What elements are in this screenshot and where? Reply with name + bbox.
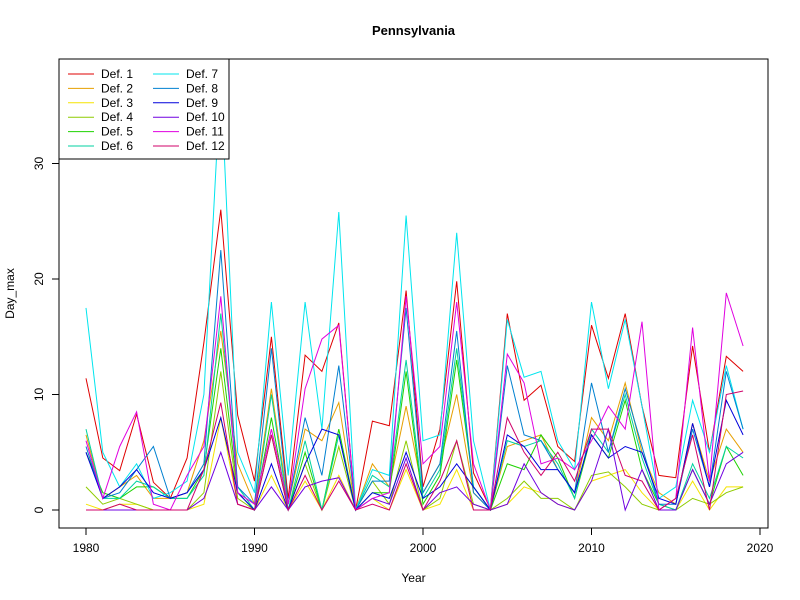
x-tick-label: 2010	[578, 541, 605, 555]
x-tick-label: 2000	[410, 541, 437, 555]
legend-label: Def. 1	[101, 67, 133, 81]
x-tick-label: 1990	[241, 541, 268, 555]
series-line-def-1	[85, 209, 744, 511]
chart-title: Pennsylvania	[372, 23, 456, 38]
series-line-def-7	[85, 76, 744, 511]
series-line-def-11	[85, 292, 744, 511]
series-layer	[85, 76, 744, 512]
x-tick-label: 1980	[73, 541, 100, 555]
y-axis-label: Day_max	[3, 268, 17, 319]
legend-label: Def. 10	[186, 110, 225, 124]
series-line-def-9	[85, 398, 744, 512]
y-tick-label: 10	[32, 388, 46, 402]
legend-label: Def. 6	[101, 139, 133, 153]
x-axis-label: Year	[401, 571, 425, 585]
series-line-def-5	[85, 348, 744, 512]
y-tick-label: 0	[32, 506, 46, 513]
legend-label: Def. 9	[186, 96, 218, 110]
series-line-def-12	[86, 390, 744, 512]
y-axis: 0 10 20 30	[32, 157, 60, 513]
legend-box	[58, 58, 230, 160]
legend-label: Def. 5	[101, 125, 133, 139]
legend-label: Def. 7	[186, 67, 218, 81]
series-line-def-6	[85, 313, 744, 512]
legend-label: Def. 2	[101, 81, 133, 95]
legend-label: Def. 8	[186, 81, 218, 95]
series-line-def-3	[85, 417, 744, 512]
y-tick-label: 30	[32, 157, 46, 171]
legend-label: Def. 11	[186, 125, 224, 139]
y-tick-label: 20	[32, 272, 46, 286]
x-tick-label: 2020	[747, 541, 774, 555]
legend-label: Def. 3	[101, 96, 133, 110]
legend-label: Def. 4	[101, 110, 133, 124]
x-axis: 1980 1990 2000 2010 2020	[73, 527, 774, 555]
series-line-def-10	[86, 427, 744, 512]
series-line-def-8	[85, 250, 744, 512]
legend-label: Def. 12	[186, 139, 225, 153]
